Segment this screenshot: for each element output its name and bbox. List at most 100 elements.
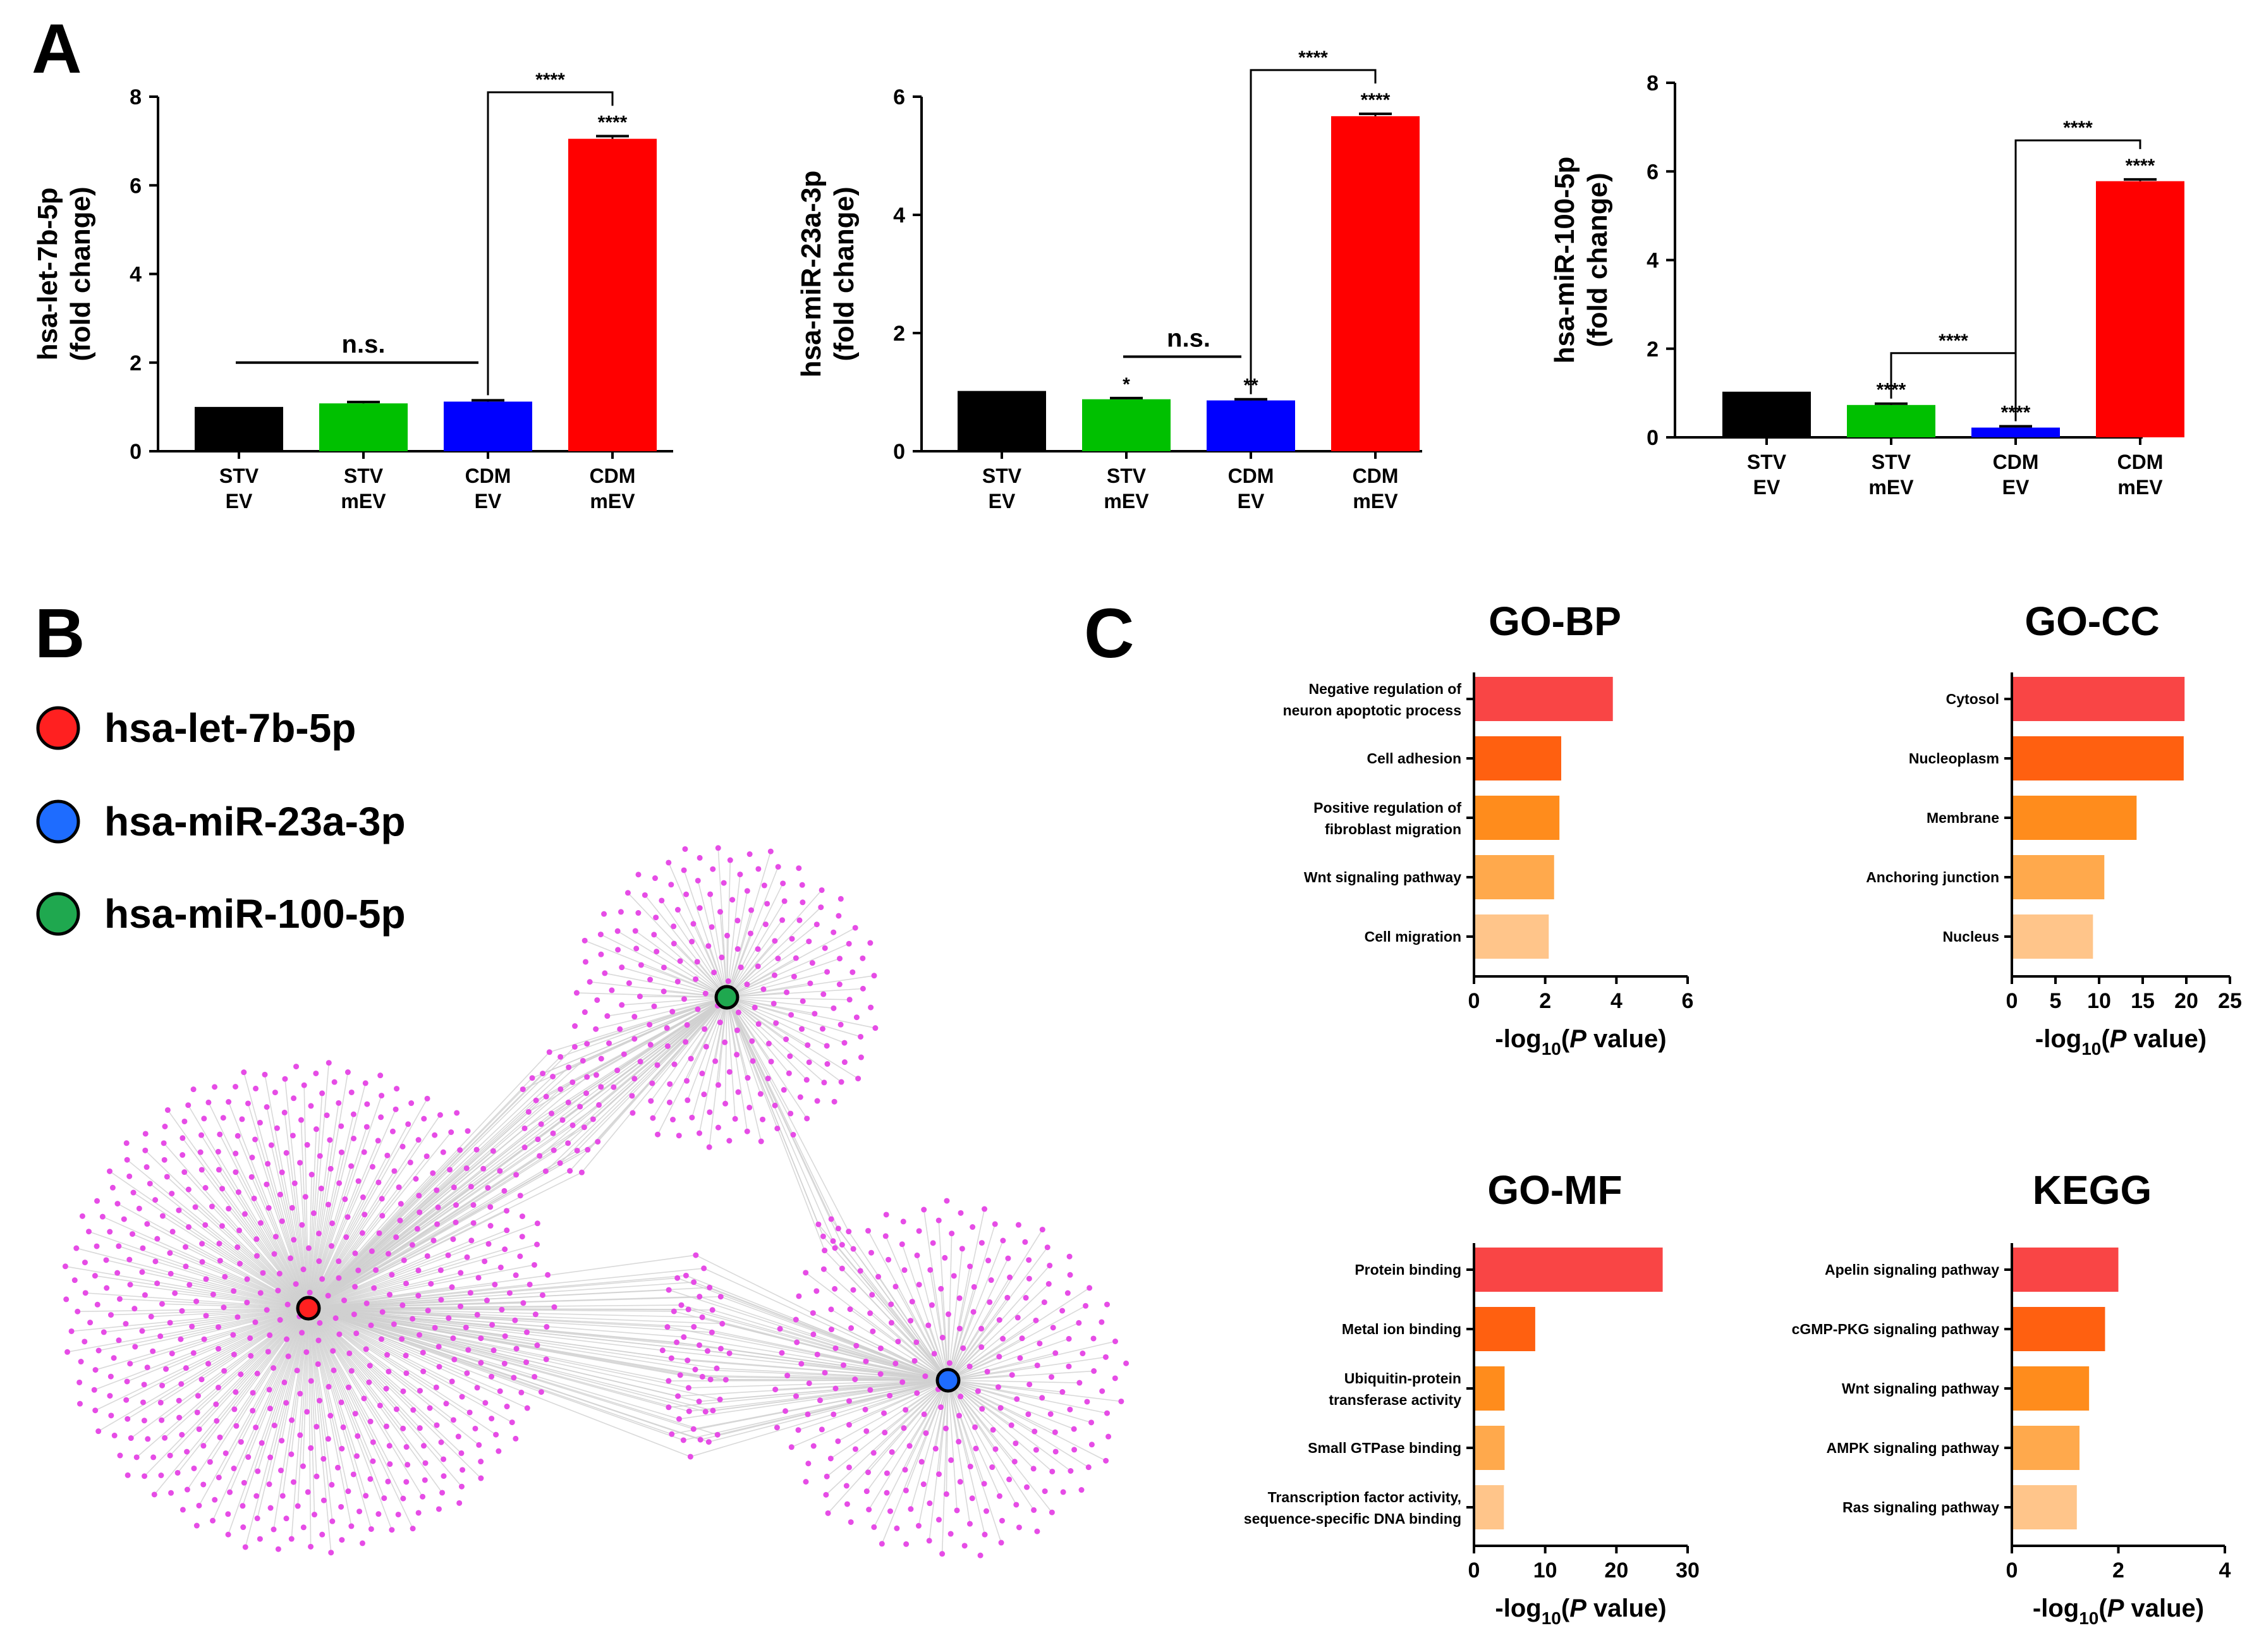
target-node bbox=[304, 1409, 310, 1415]
target-node bbox=[956, 1325, 963, 1332]
target-node bbox=[302, 1194, 308, 1200]
target-node bbox=[598, 1055, 604, 1062]
target-node bbox=[614, 928, 621, 934]
target-node bbox=[1041, 1299, 1047, 1306]
target-node bbox=[722, 1039, 728, 1045]
target-node bbox=[824, 1061, 831, 1067]
target-node bbox=[585, 1146, 591, 1153]
target-node bbox=[126, 1256, 133, 1263]
target-node bbox=[348, 1163, 355, 1169]
target-node bbox=[428, 1280, 434, 1287]
network-edge bbox=[308, 1266, 501, 1309]
target-node bbox=[525, 1108, 532, 1115]
network-edge bbox=[282, 1308, 309, 1497]
target-node bbox=[820, 991, 827, 997]
network-edge bbox=[135, 1308, 309, 1347]
network-edge bbox=[308, 1308, 470, 1413]
target-node bbox=[184, 1449, 190, 1455]
x-tick-label: 4 bbox=[2219, 1558, 2231, 1582]
target-node bbox=[887, 1392, 893, 1399]
target-node bbox=[297, 1160, 303, 1166]
network-edge bbox=[947, 1248, 963, 1381]
target-node bbox=[458, 1483, 465, 1490]
target-node bbox=[1025, 1411, 1032, 1418]
category-label: mEV bbox=[590, 490, 635, 513]
target-node bbox=[185, 1102, 192, 1108]
target-node bbox=[584, 1041, 590, 1047]
target-node bbox=[300, 1463, 306, 1469]
network-edge bbox=[308, 1223, 538, 1309]
target-node bbox=[1112, 1338, 1118, 1344]
network-edge bbox=[635, 930, 728, 998]
target-node bbox=[265, 1160, 271, 1167]
target-node bbox=[398, 1201, 404, 1207]
network-edge bbox=[726, 997, 876, 1029]
y-axis-title-line2: (fold change) bbox=[1582, 173, 1613, 347]
target-node bbox=[684, 1022, 690, 1028]
network-edge bbox=[308, 1268, 704, 1309]
target-node bbox=[435, 1204, 441, 1210]
target-node bbox=[180, 1507, 186, 1513]
target-node bbox=[262, 1071, 268, 1078]
target-node bbox=[717, 909, 723, 915]
target-node bbox=[853, 1342, 860, 1349]
target-node bbox=[71, 1277, 78, 1284]
target-node bbox=[901, 1425, 907, 1431]
target-node bbox=[451, 1356, 458, 1363]
network-edge bbox=[94, 1308, 309, 1391]
target-node bbox=[1007, 1274, 1013, 1280]
network-edge bbox=[841, 1244, 949, 1381]
target-node bbox=[652, 875, 658, 882]
target-node bbox=[699, 1071, 705, 1077]
target-node bbox=[971, 1284, 977, 1290]
edge-layer bbox=[65, 847, 1121, 1554]
target-node bbox=[732, 1115, 738, 1122]
target-node bbox=[125, 1416, 131, 1422]
target-node bbox=[712, 1058, 719, 1064]
y-tick-label: 6 bbox=[1647, 160, 1659, 184]
target-node bbox=[578, 1169, 585, 1175]
target-node bbox=[207, 1459, 213, 1465]
target-node bbox=[926, 1538, 932, 1544]
network-edge bbox=[941, 1380, 949, 1554]
network-edge bbox=[88, 1230, 309, 1309]
network-edge bbox=[203, 1308, 309, 1447]
target-node bbox=[711, 969, 717, 976]
target-node bbox=[721, 880, 727, 886]
network-edge bbox=[947, 1224, 996, 1381]
target-node bbox=[459, 1394, 465, 1400]
target-node bbox=[94, 1301, 100, 1308]
target-node bbox=[91, 1387, 97, 1393]
target-node bbox=[812, 1011, 818, 1017]
target-node bbox=[378, 1114, 384, 1121]
target-node bbox=[144, 1364, 150, 1371]
target-node bbox=[995, 1384, 1001, 1390]
network-edge bbox=[947, 1233, 953, 1381]
target-node bbox=[690, 1426, 697, 1432]
target-node bbox=[502, 1246, 508, 1253]
network-edge bbox=[848, 1231, 949, 1381]
target-node bbox=[667, 1081, 673, 1087]
target-node bbox=[806, 1380, 812, 1387]
target-node bbox=[267, 1454, 274, 1461]
target-node bbox=[195, 1393, 201, 1399]
target-node bbox=[313, 1126, 319, 1133]
network-edge bbox=[726, 975, 875, 998]
target-node bbox=[512, 1317, 518, 1323]
target-node bbox=[674, 1339, 680, 1345]
target-node bbox=[839, 1242, 845, 1248]
network-edge bbox=[721, 1348, 949, 1381]
target-node bbox=[327, 1165, 334, 1172]
target-node bbox=[1066, 1253, 1073, 1260]
target-node bbox=[1049, 1468, 1056, 1474]
target-node bbox=[918, 1459, 925, 1465]
target-node bbox=[257, 1290, 264, 1296]
target-node bbox=[765, 1075, 771, 1081]
target-node bbox=[470, 1220, 477, 1226]
target-node bbox=[430, 1170, 436, 1176]
target-node bbox=[162, 1435, 168, 1441]
target-node bbox=[860, 985, 866, 992]
target-node bbox=[798, 1361, 805, 1367]
target-node bbox=[198, 1132, 205, 1138]
target-node bbox=[727, 857, 733, 863]
